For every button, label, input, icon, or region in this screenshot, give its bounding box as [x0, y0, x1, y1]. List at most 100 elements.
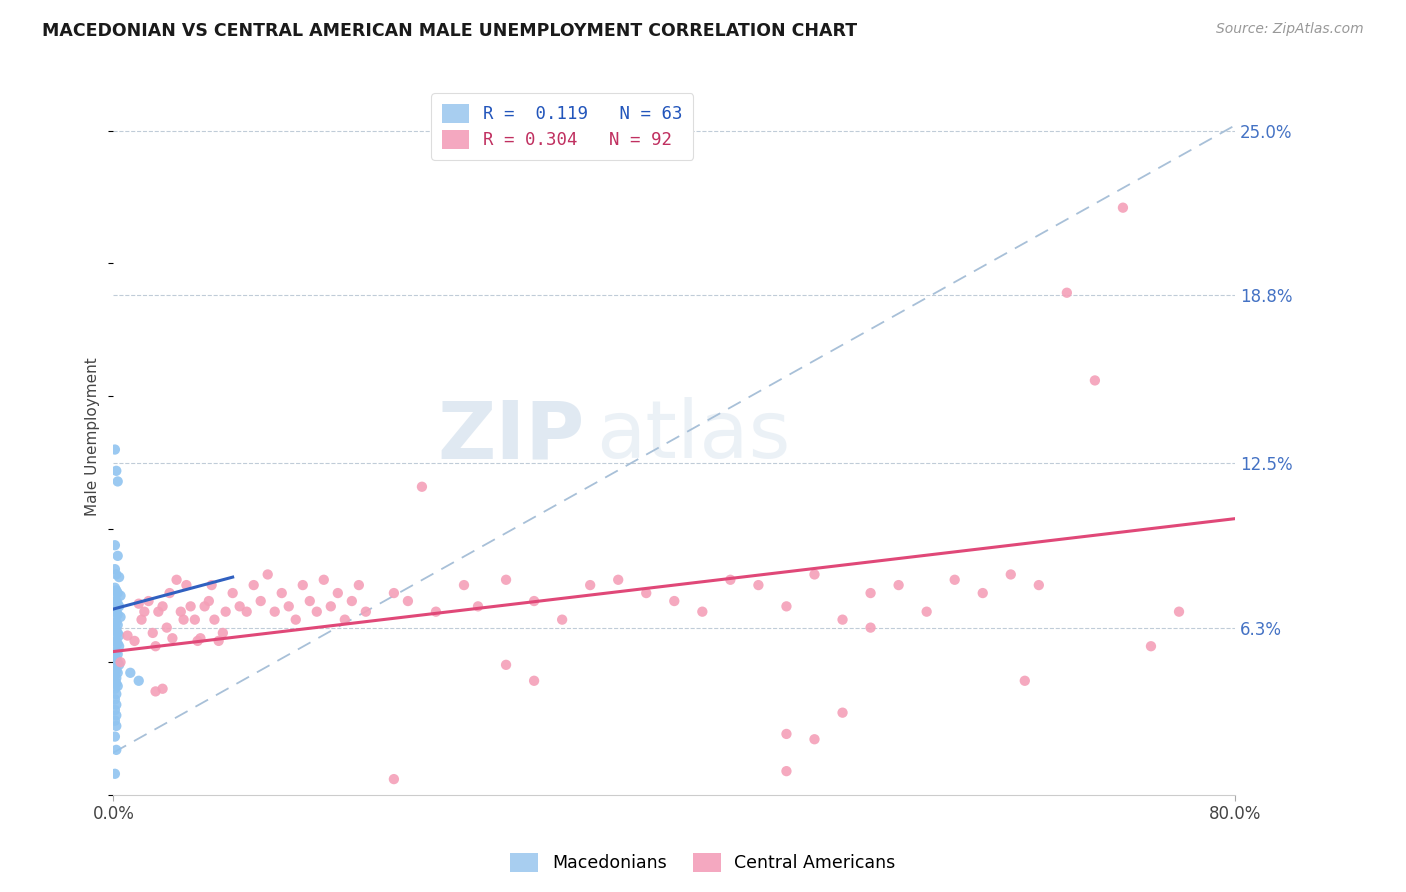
Point: [184, 613, 207, 627]
Point: [198, 594, 221, 608]
Point: [104, 562, 127, 576]
Point: [270, 586, 292, 600]
Point: [1084, 373, 1107, 387]
Point: [170, 605, 193, 619]
Point: [333, 613, 356, 627]
Point: [105, 676, 128, 690]
Point: [208, 634, 231, 648]
Point: [105, 464, 128, 478]
Y-axis label: Male Unemployment: Male Unemployment: [86, 357, 100, 516]
Point: [1028, 578, 1050, 592]
Point: [105, 644, 128, 658]
Point: [775, 764, 797, 779]
Point: [107, 607, 129, 622]
Point: [110, 655, 132, 669]
Point: [108, 599, 131, 614]
Point: [972, 586, 994, 600]
Point: [256, 567, 278, 582]
Point: [104, 692, 127, 706]
Point: [298, 594, 321, 608]
Point: [425, 605, 447, 619]
Point: [104, 660, 127, 674]
Point: [107, 665, 129, 680]
Point: [128, 597, 150, 611]
Point: [107, 475, 129, 489]
Point: [108, 657, 131, 672]
Point: [104, 632, 127, 646]
Point: [859, 586, 882, 600]
Point: [396, 594, 419, 608]
Point: [159, 586, 181, 600]
Point: [190, 632, 212, 646]
Point: [105, 671, 128, 685]
Point: [277, 599, 299, 614]
Point: [382, 586, 405, 600]
Point: [105, 583, 128, 598]
Point: [107, 586, 129, 600]
Point: [107, 647, 129, 661]
Point: [107, 626, 129, 640]
Point: [145, 684, 167, 698]
Point: [326, 586, 349, 600]
Point: [110, 589, 132, 603]
Point: [145, 639, 167, 653]
Point: [105, 687, 128, 701]
Point: [105, 698, 128, 712]
Point: [176, 578, 198, 592]
Point: [636, 586, 658, 600]
Point: [105, 652, 128, 666]
Point: [173, 613, 195, 627]
Point: [107, 655, 129, 669]
Point: [1014, 673, 1036, 688]
Point: [104, 613, 127, 627]
Point: [775, 599, 797, 614]
Point: [354, 605, 377, 619]
Point: [579, 578, 602, 592]
Point: [523, 594, 546, 608]
Point: [411, 480, 433, 494]
Point: [108, 629, 131, 643]
Point: [859, 621, 882, 635]
Point: [221, 586, 243, 600]
Point: [1056, 285, 1078, 300]
Point: [104, 703, 127, 717]
Point: [104, 641, 127, 656]
Point: [107, 597, 129, 611]
Point: [180, 599, 202, 614]
Point: [138, 594, 160, 608]
Point: [831, 613, 853, 627]
Point: [128, 673, 150, 688]
Point: [692, 605, 714, 619]
Point: [107, 549, 129, 563]
Point: [187, 634, 209, 648]
Point: [105, 567, 128, 582]
Point: [382, 772, 405, 786]
Point: [747, 578, 769, 592]
Point: [718, 573, 741, 587]
Point: [305, 605, 328, 619]
Point: [249, 594, 271, 608]
Point: [803, 732, 825, 747]
Point: [107, 618, 129, 632]
Point: [263, 605, 285, 619]
Text: ZIP: ZIP: [437, 397, 585, 475]
Point: [319, 599, 342, 614]
Legend: R =  0.119   N = 63, R = 0.304   N = 92: R = 0.119 N = 63, R = 0.304 N = 92: [432, 94, 693, 160]
Point: [104, 730, 127, 744]
Point: [104, 649, 127, 664]
Point: [214, 605, 236, 619]
Point: [104, 538, 127, 552]
Point: [664, 594, 686, 608]
Point: [104, 714, 127, 728]
Point: [110, 610, 132, 624]
Point: [943, 573, 966, 587]
Point: [104, 668, 127, 682]
Legend: Macedonians, Central Americans: Macedonians, Central Americans: [503, 846, 903, 879]
Point: [201, 578, 224, 592]
Point: [204, 613, 226, 627]
Point: [105, 719, 128, 733]
Point: [162, 632, 184, 646]
Point: [104, 591, 127, 606]
Point: [284, 613, 307, 627]
Point: [915, 605, 938, 619]
